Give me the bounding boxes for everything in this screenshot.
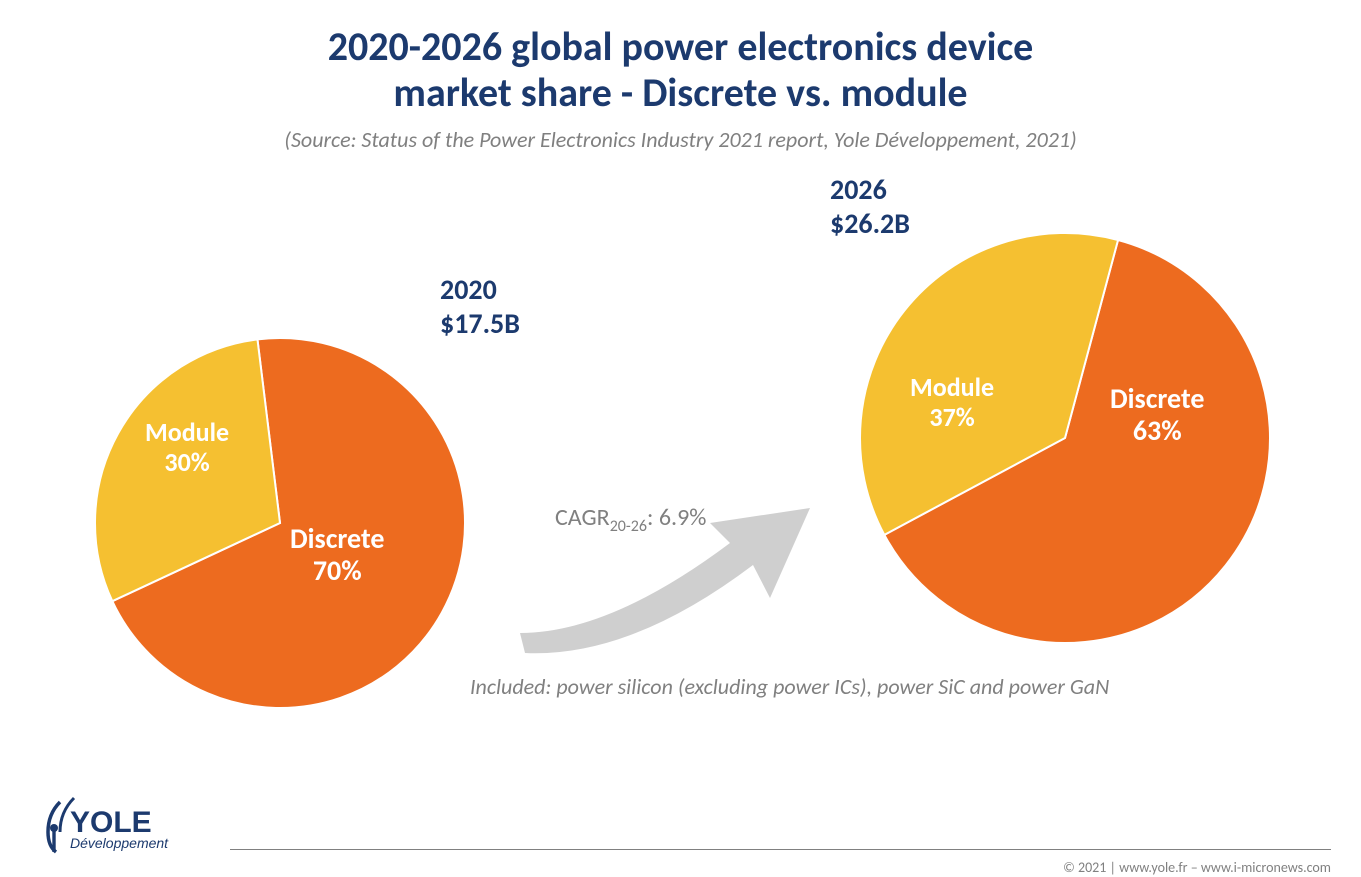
cagr-value: : 6.9%	[647, 503, 706, 532]
pie-2026	[860, 233, 1270, 643]
slice-pct: 30%	[145, 448, 229, 478]
pie-2026-module-label: Module 37%	[910, 373, 994, 433]
growth-arrow-icon	[510, 463, 830, 663]
cagr-prefix: CAGR	[555, 503, 610, 532]
yole-logo: YOLE Développement	[30, 794, 210, 859]
logo-sub-text: Développement	[70, 835, 169, 851]
slice-pct: 70%	[290, 555, 384, 587]
pie-2020-module-label: Module 30%	[145, 418, 229, 478]
slice-name: Module	[145, 416, 229, 448]
footer-divider	[230, 849, 1331, 850]
pie-2026-header: 2026 $26.2B	[830, 173, 910, 240]
title-line-1: 2020-2026 global power electronics devic…	[328, 22, 1034, 71]
cagr-sub: 20-26	[610, 517, 647, 536]
pie-2020-year: 2020	[440, 272, 497, 307]
pie-2020-header: 2020 $17.5B	[440, 273, 520, 340]
pie-2020-total: $17.5B	[440, 306, 520, 341]
title-line-2: market share - Discrete vs. module	[393, 68, 967, 117]
slice-name: Module	[910, 371, 994, 403]
cagr-label: CAGR20-26: 6.9%	[555, 503, 706, 536]
footnote: Included: power silicon (excluding power…	[470, 673, 1109, 700]
copyright: © 2021 | www.yole.fr – www.i-micronews.c…	[1063, 859, 1331, 876]
slice-name: Discrete	[1110, 381, 1204, 416]
title-block: 2020-2026 global power electronics devic…	[0, 0, 1361, 153]
pie-2020-discrete-label: Discrete 70%	[290, 523, 384, 587]
pie-2026-year: 2026	[830, 172, 887, 207]
main-title: 2020-2026 global power electronics devic…	[0, 24, 1361, 116]
slice-pct: 63%	[1110, 415, 1204, 447]
slice-name: Discrete	[290, 521, 384, 556]
slice-pct: 37%	[910, 403, 994, 433]
pie-2020	[95, 338, 465, 708]
subtitle: (Source: Status of the Power Electronics…	[0, 126, 1361, 153]
pie-2026-discrete-label: Discrete 63%	[1110, 383, 1204, 447]
chart-area: 2020 $17.5B Discrete 70% Module 30% 2026…	[0, 163, 1361, 723]
